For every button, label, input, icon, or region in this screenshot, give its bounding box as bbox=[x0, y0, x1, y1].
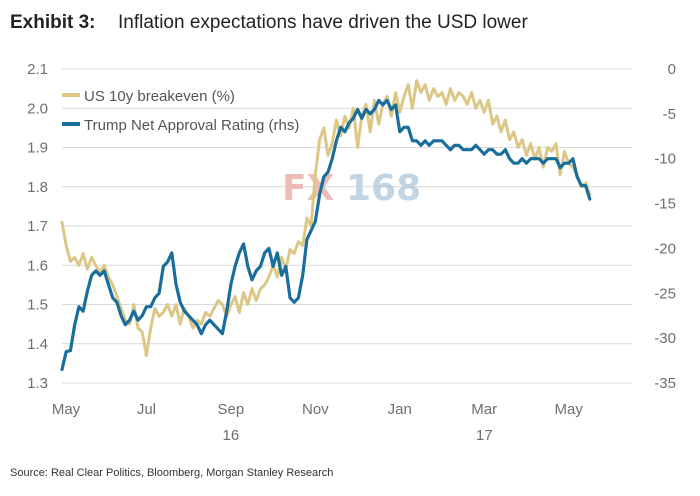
x-tick-year-label: 17 bbox=[476, 427, 493, 444]
series-lines bbox=[60, 79, 592, 372]
x-tick-label: Nov bbox=[302, 401, 329, 418]
left-tick-label: 1.3 bbox=[27, 375, 48, 392]
left-tick-label: 1.9 bbox=[27, 140, 48, 157]
left-axis-ticks: 1.3 1.4 1.5 1.6 1.7 1.8 1.9 2.0 2.1 bbox=[27, 61, 48, 392]
exhibit-label: Exhibit 3: bbox=[10, 12, 96, 33]
right-tick-label: -20 bbox=[654, 240, 676, 257]
x-tick-label: Jan bbox=[388, 401, 412, 418]
legend: US 10y breakeven (%) Trump Net Approval … bbox=[62, 88, 299, 134]
left-tick-label: 1.4 bbox=[27, 336, 48, 353]
source-note: Source: Real Clear Politics, Bloomberg, … bbox=[10, 467, 333, 479]
x-axis-ticks: May Jul Sep 16 Nov Jan Mar 17 May bbox=[52, 401, 584, 444]
right-tick-label: 0 bbox=[668, 61, 676, 78]
x-tick-label: May bbox=[52, 401, 81, 418]
x-tick-label: Jul bbox=[137, 401, 156, 418]
x-tick-label: Mar bbox=[471, 401, 497, 418]
series-line-breakeven bbox=[60, 79, 592, 357]
right-tick-label: -5 bbox=[663, 106, 676, 123]
series-line-approval bbox=[60, 98, 592, 372]
right-axis-ticks: -35 -30 -25 -20 -15 -10 -5 0 bbox=[654, 61, 676, 392]
left-tick-label: 2.1 bbox=[27, 61, 48, 78]
legend-swatch-approval bbox=[62, 122, 80, 126]
left-tick-label: 2.0 bbox=[27, 100, 48, 117]
right-tick-label: -10 bbox=[654, 151, 676, 168]
legend-swatch-breakeven bbox=[62, 93, 80, 97]
right-tick-label: -25 bbox=[654, 285, 676, 302]
right-tick-label: -15 bbox=[654, 196, 676, 213]
watermark-text-168: 168 bbox=[346, 168, 421, 209]
right-tick-label: -30 bbox=[654, 330, 676, 347]
x-tick-label: May bbox=[554, 401, 583, 418]
right-tick-label: -35 bbox=[654, 375, 676, 392]
left-tick-label: 1.7 bbox=[27, 218, 48, 235]
legend-label-approval: Trump Net Approval Rating (rhs) bbox=[84, 117, 299, 134]
left-tick-label: 1.5 bbox=[27, 297, 48, 314]
chart-title: Inflation expectations have driven the U… bbox=[118, 12, 528, 33]
x-tick-label: Sep bbox=[218, 401, 245, 418]
watermark: FX 168 bbox=[282, 168, 421, 209]
left-tick-label: 1.8 bbox=[27, 179, 48, 196]
gridlines bbox=[62, 68, 632, 384]
x-tick-year-label: 16 bbox=[223, 427, 240, 444]
legend-label-breakeven: US 10y breakeven (%) bbox=[84, 88, 235, 105]
left-tick-label: 1.6 bbox=[27, 257, 48, 274]
